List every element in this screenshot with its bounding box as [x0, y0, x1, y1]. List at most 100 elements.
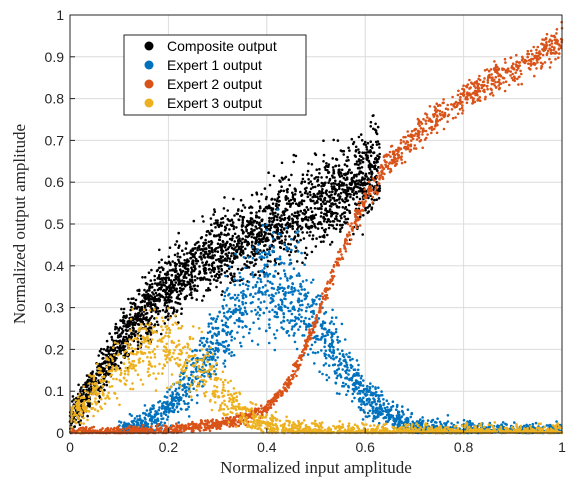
data-point — [191, 269, 195, 273]
data-point — [185, 392, 189, 396]
data-point — [339, 375, 343, 379]
data-point — [395, 416, 399, 420]
data-point — [338, 359, 341, 363]
data-point — [355, 387, 358, 391]
data-point — [200, 236, 204, 239]
data-point — [149, 316, 152, 320]
data-point — [351, 392, 355, 396]
data-point — [394, 419, 398, 423]
data-point — [133, 334, 137, 338]
data-point — [165, 287, 169, 291]
data-point — [218, 275, 221, 279]
data-point — [352, 186, 356, 190]
data-point — [193, 278, 197, 282]
data-point — [357, 135, 361, 139]
data-point — [149, 410, 152, 414]
data-point — [267, 238, 270, 242]
data-point — [265, 306, 268, 310]
data-point — [352, 197, 355, 201]
data-point — [129, 308, 132, 312]
data-point — [284, 175, 288, 179]
data-point — [217, 273, 221, 277]
data-point — [335, 376, 339, 380]
data-point — [146, 331, 149, 335]
data-point — [285, 226, 288, 230]
data-point — [245, 260, 249, 263]
data-point — [167, 411, 171, 414]
data-point — [278, 240, 282, 244]
data-point — [147, 329, 151, 333]
data-point — [144, 296, 147, 300]
data-point — [100, 347, 103, 351]
data-point — [200, 341, 204, 345]
data-point — [160, 414, 163, 418]
data-point — [180, 307, 183, 311]
data-point — [373, 198, 376, 202]
data-point — [327, 344, 331, 348]
data-point — [337, 205, 341, 209]
data-point — [299, 285, 302, 288]
data-point — [327, 376, 331, 379]
data-point — [208, 350, 212, 354]
data-point — [164, 413, 168, 417]
data-point — [311, 237, 315, 241]
data-point — [292, 334, 296, 337]
data-point — [320, 226, 324, 230]
data-point — [356, 381, 360, 384]
data-point — [258, 205, 262, 208]
data-point — [167, 312, 170, 316]
data-point — [376, 414, 380, 417]
data-point — [330, 193, 333, 197]
data-point — [202, 255, 206, 259]
data-point — [119, 346, 123, 350]
data-point — [294, 189, 297, 193]
data-point — [172, 402, 176, 406]
data-point — [71, 395, 75, 398]
data-point — [185, 361, 189, 365]
data-point — [280, 321, 283, 324]
data-point — [281, 289, 285, 293]
data-point — [250, 339, 254, 343]
data-point — [371, 385, 375, 388]
data-point — [362, 396, 365, 400]
data-point — [299, 227, 303, 231]
data-point — [183, 386, 186, 389]
data-point — [298, 274, 301, 278]
data-point — [313, 340, 317, 344]
data-point — [190, 291, 193, 294]
data-point — [254, 308, 257, 312]
data-point — [163, 304, 166, 307]
data-point — [308, 305, 311, 309]
data-point — [338, 180, 342, 183]
data-point — [338, 185, 341, 188]
data-point — [232, 309, 235, 312]
data-point — [450, 422, 453, 425]
data-point — [229, 281, 232, 285]
data-point — [361, 172, 365, 175]
data-point — [305, 279, 308, 282]
data-point — [224, 257, 227, 261]
data-point — [210, 256, 214, 260]
data-point — [115, 357, 118, 360]
data-point — [108, 332, 111, 335]
data-point — [241, 277, 245, 281]
data-point — [175, 406, 178, 409]
data-point — [332, 168, 335, 172]
data-point — [284, 207, 287, 211]
data-point — [105, 383, 109, 387]
data-point — [332, 196, 336, 200]
data-point — [158, 273, 161, 277]
data-point — [230, 335, 234, 339]
data-point — [345, 353, 348, 356]
data-point — [168, 300, 171, 304]
data-point — [362, 182, 365, 185]
data-point — [153, 317, 156, 320]
data-point — [365, 151, 369, 154]
data-point — [238, 237, 241, 240]
data-point — [211, 347, 215, 351]
data-point — [120, 327, 124, 331]
data-point — [85, 381, 88, 384]
data-point — [253, 254, 256, 257]
data-point — [226, 247, 230, 251]
data-point — [396, 403, 399, 407]
